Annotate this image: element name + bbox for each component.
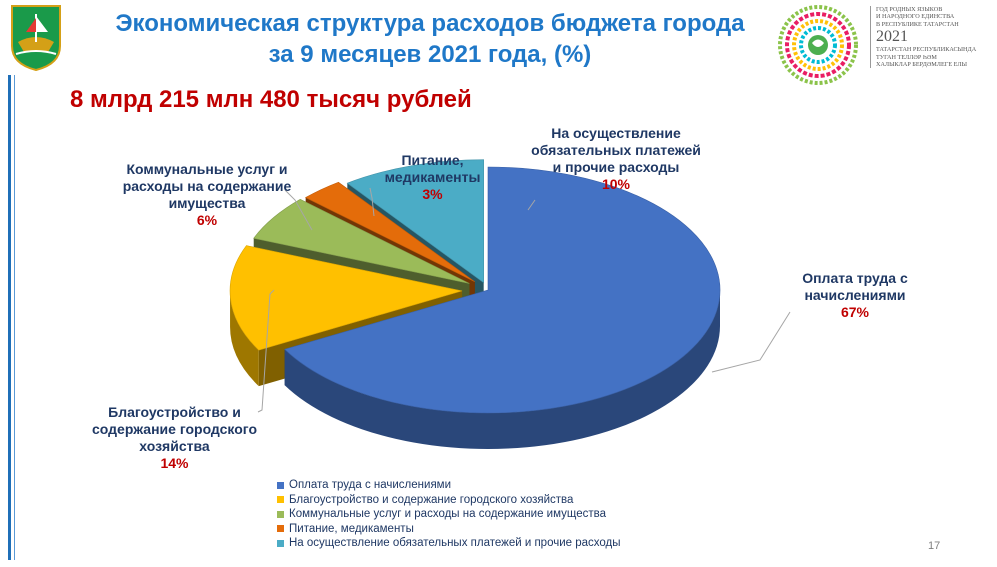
emblem-text-line: ТУГАН ТЕЛЛӘР ҺӘМ	[876, 53, 937, 61]
legend-swatch	[277, 525, 284, 533]
slide-number: 17	[928, 540, 941, 552]
chart-legend: Оплата труда с начислениями Благоустройст…	[277, 478, 621, 551]
city-coat-of-arms-logo	[11, 5, 61, 72]
decorative-side-line-thin	[14, 75, 15, 560]
emblem-text-line: И НАРОДНОГО ЕДИНСТВА	[876, 13, 955, 21]
legend-label: Оплата труда с начислениями	[289, 479, 451, 491]
slice-salary	[284, 166, 721, 449]
leader-line-food-medicine	[369, 187, 375, 217]
slice-label-percent: 67%	[840, 304, 870, 320]
slice-label-text: Питание, медикаменты	[384, 152, 481, 185]
slide-title: Экономическая структура расходов бюджета…	[80, 8, 780, 70]
slice-label-utilities: Коммунальные услуг и расходы на содержан…	[122, 161, 292, 229]
slice-label-improvement: Благоустройство и содержание городского …	[92, 404, 257, 472]
legend-swatch	[277, 496, 284, 504]
slice-label-text: Благоустройство и содержание городского …	[92, 404, 257, 454]
slice-label-other-payments: На осуществление обязательных платежей и…	[530, 125, 702, 193]
slice-label-percent: 10%	[601, 176, 631, 192]
legend-label: Коммунальные услуг и расходы на содержан…	[289, 508, 607, 520]
legend-item: Благоустройство и содержание городского …	[277, 493, 621, 508]
slice-label-percent: 14%	[160, 455, 189, 471]
slice-label-food-medicine: Питание, медикаменты 3%	[370, 152, 495, 203]
slide-title-line1: Экономическая структура расходов бюджета…	[115, 10, 745, 37]
year-of-languages-emblem	[778, 5, 858, 85]
slice-label-text: Оплата труда с начислениями	[802, 270, 908, 303]
leader-line-utilities	[284, 189, 313, 231]
legend-swatch	[277, 510, 284, 518]
emblem-text-line: В РЕСПУБЛИКЕ ТАТАРСТАН	[876, 20, 959, 28]
legend-label: Питание, медикаменты	[289, 522, 414, 535]
year-emblem-text: ГОД РОДНЫХ ЯЗЫКОВ И НАРОДНОГО ЕДИНСТВА В…	[870, 6, 977, 69]
legend-label: На осуществление обязательных платежей и…	[289, 537, 621, 549]
slide-title-line2: за 9 месяцев 2021 года, (%)	[268, 41, 592, 68]
leader-line-other-payments	[527, 199, 536, 211]
budget-total: 8 млрд 215 млн 480 тысяч рублей	[70, 86, 472, 113]
emblem-text-line: ХАЛЫКЛАР БЕРДӘМЛЕГЕ ЕЛЫ	[876, 61, 967, 69]
slice-label-percent: 6%	[196, 212, 218, 228]
slice-label-text: На осуществление обязательных платежей и…	[531, 125, 701, 175]
slice-label-text: Коммунальные услуг и расходы на содержан…	[122, 161, 292, 211]
legend-swatch	[277, 481, 284, 489]
legend-swatch	[277, 539, 284, 547]
leader-line-salary	[711, 311, 791, 373]
slice-label-percent: 3%	[422, 186, 443, 202]
slice-label-salary: Оплата труда с начислениями 67%	[775, 270, 935, 321]
emblem-text-line: ТАТАРСТАН РЕСПУБЛИКАСЫНДА	[876, 46, 977, 54]
emblem-year: 2021	[876, 28, 908, 46]
legend-item: Оплата труда с начислениями	[277, 478, 621, 493]
legend-label: Благоустройство и содержание городского …	[289, 493, 574, 506]
legend-item: Питание, медикаменты	[277, 522, 621, 537]
leader-line-improvement	[257, 289, 275, 413]
decorative-side-line	[8, 75, 11, 560]
emblem-text-line: ГОД РОДНЫХ ЯЗЫКОВ	[876, 6, 943, 13]
legend-item: На осуществление обязательных платежей и…	[277, 536, 621, 551]
legend-item: Коммунальные услуг и расходы на содержан…	[277, 507, 621, 522]
